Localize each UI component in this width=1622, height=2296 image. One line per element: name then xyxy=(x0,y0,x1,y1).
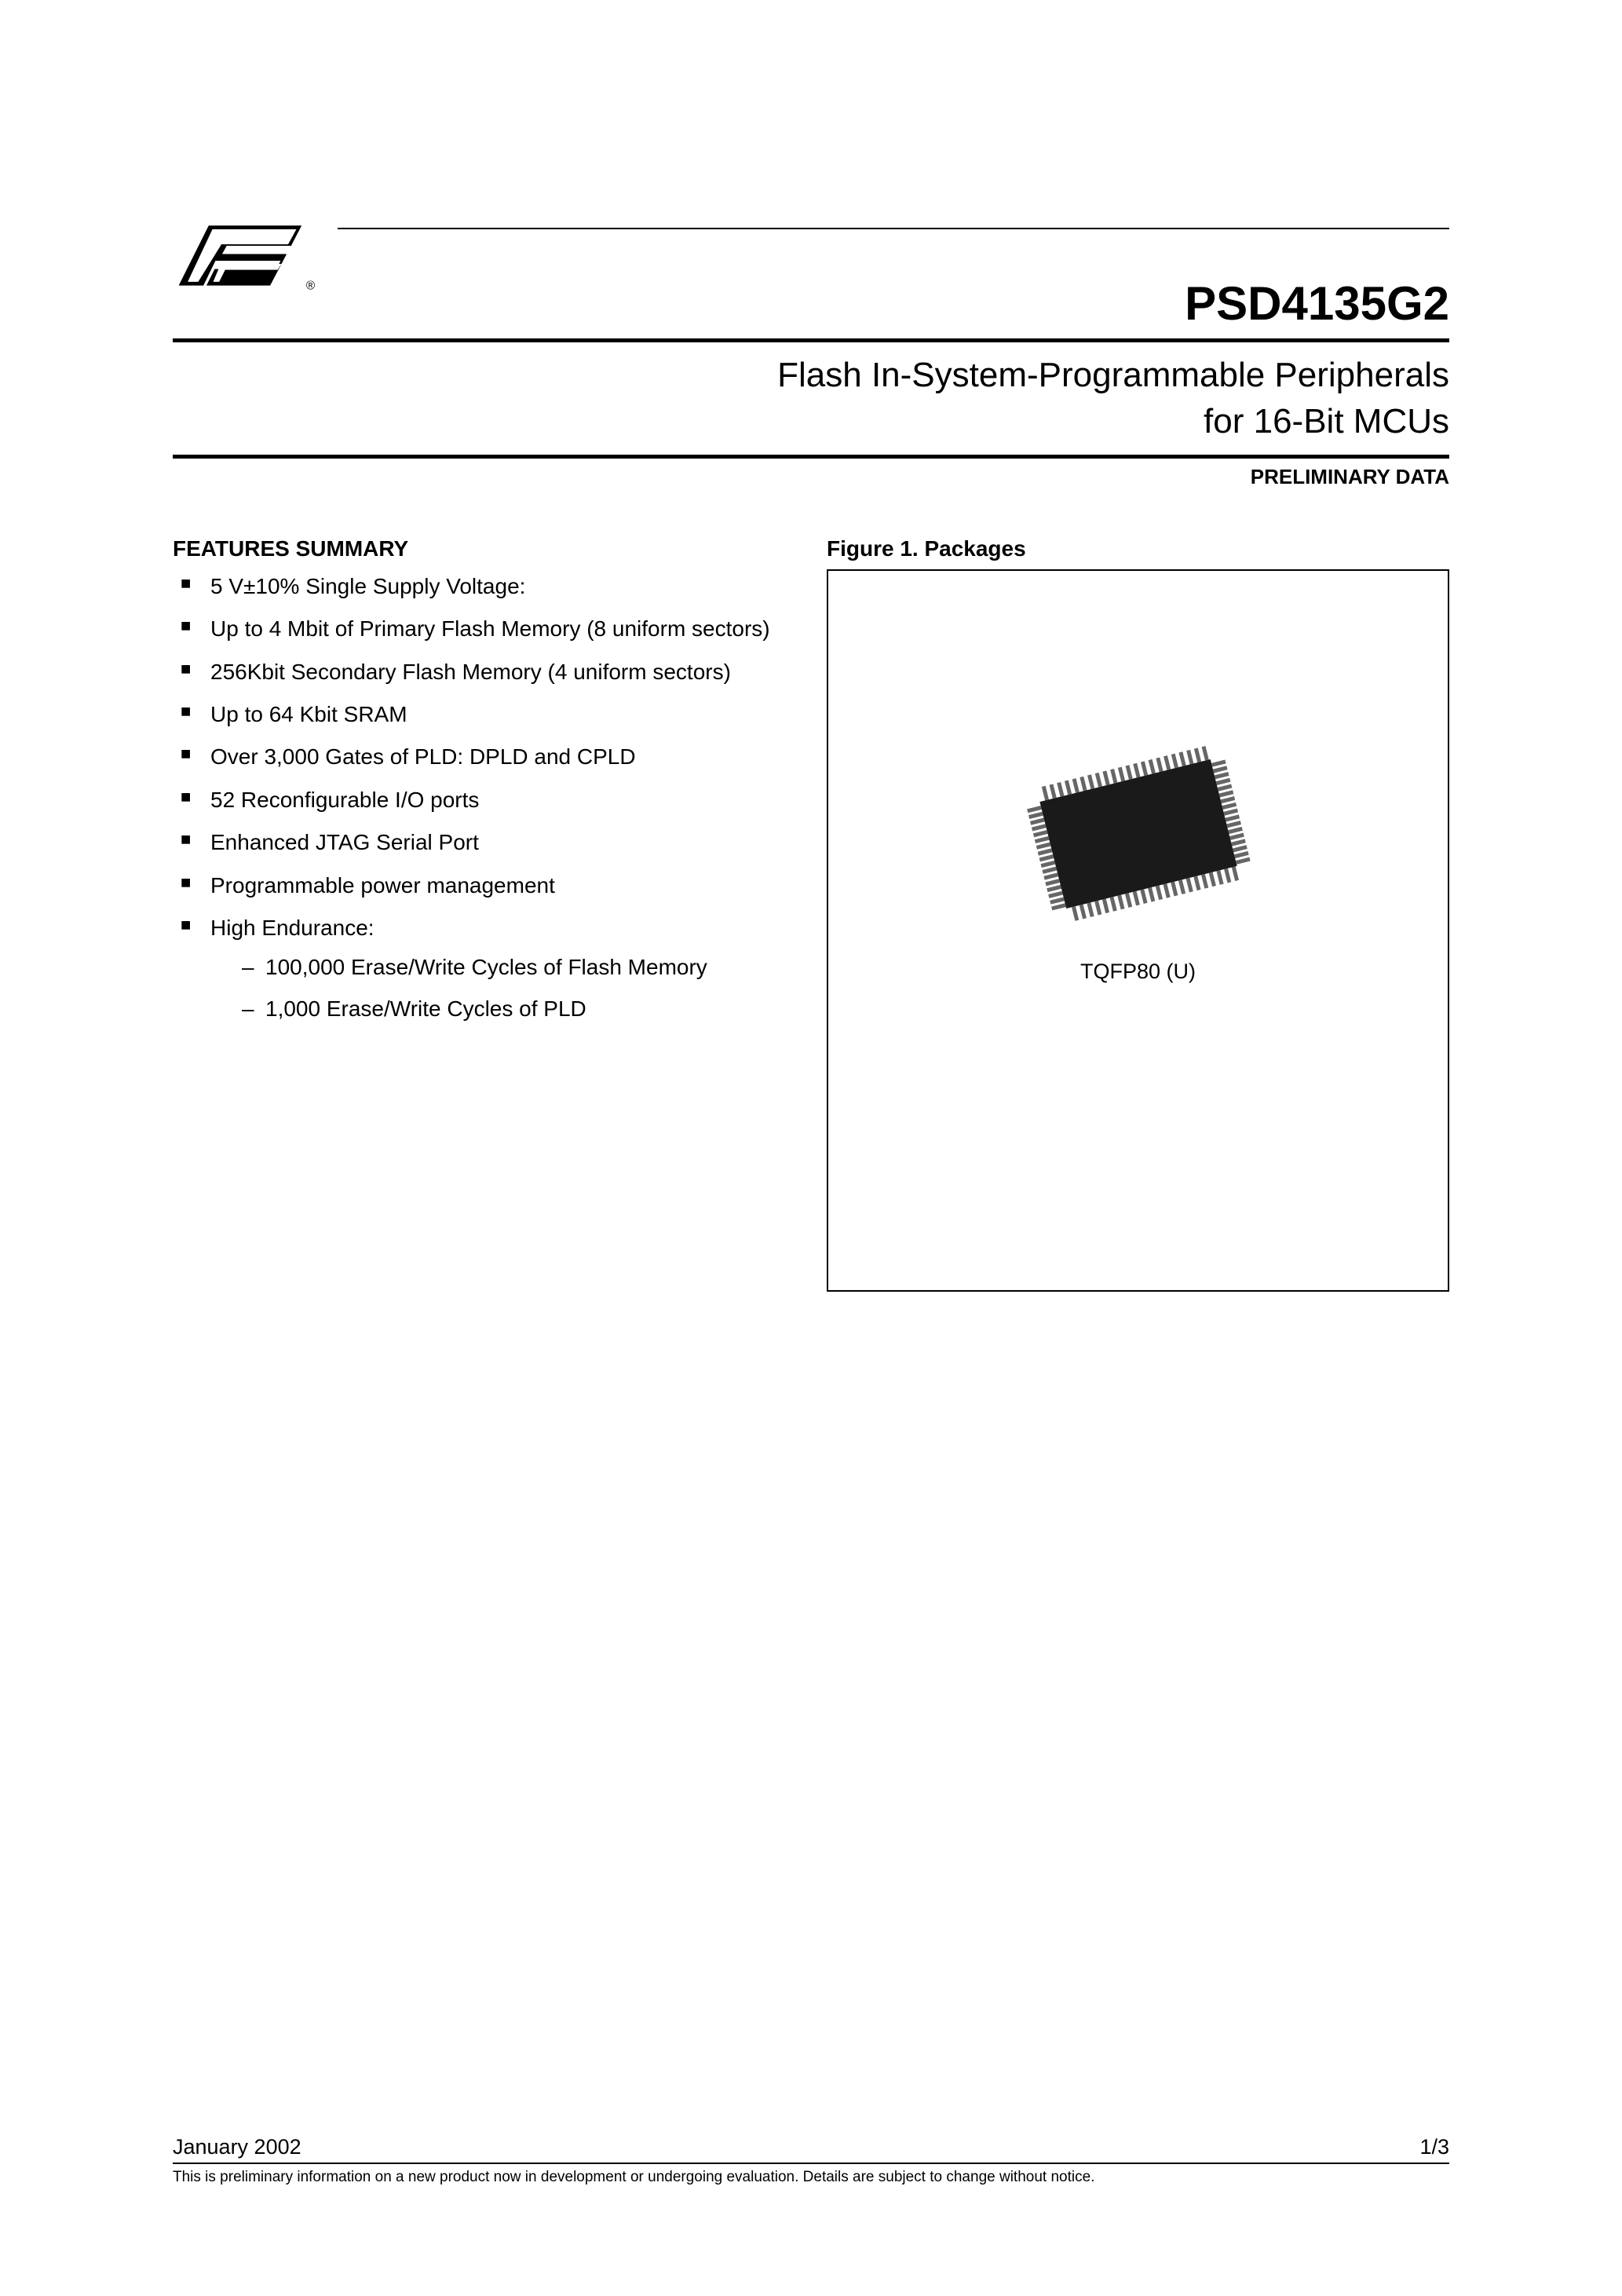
footer-top-row: January 2002 1/3 xyxy=(173,2135,1449,2164)
feature-item: 256Kbit Secondary Flash Memory (4 unifor… xyxy=(173,658,795,686)
feature-item: Over 3,000 Gates of PLD: DPLD and CPLD xyxy=(173,743,795,771)
svg-text:®: ® xyxy=(306,279,316,292)
figure-box: TQFP80 (U) xyxy=(827,569,1449,1292)
feature-item: Programmable power management xyxy=(173,872,795,900)
footer: January 2002 1/3 This is preliminary inf… xyxy=(173,2135,1449,2186)
figure-title: Figure 1. Packages xyxy=(827,536,1449,561)
chip-package-icon xyxy=(997,744,1280,932)
product-title: PSD4135G2 xyxy=(173,276,1449,331)
footer-date: January 2002 xyxy=(173,2135,301,2159)
content-columns: FEATURES SUMMARY 5 V±10% Single Supply V… xyxy=(173,536,1449,1292)
footer-page: 1/3 xyxy=(1419,2135,1449,2159)
right-column: Figure 1. Packages xyxy=(827,536,1449,1292)
feature-item: 5 V±10% Single Supply Voltage: xyxy=(173,572,795,601)
subtitle: Flash In-System-Programmable Peripherals… xyxy=(173,352,1449,445)
feature-item: Up to 4 Mbit of Primary Flash Memory (8 … xyxy=(173,615,795,643)
subtitle-line1: Flash In-System-Programmable Peripherals xyxy=(777,356,1449,394)
left-column: FEATURES SUMMARY 5 V±10% Single Supply V… xyxy=(173,536,795,1292)
preliminary-data-label: PRELIMINARY DATA xyxy=(173,465,1449,489)
st-logo-icon: ® xyxy=(173,212,338,314)
features-heading: FEATURES SUMMARY xyxy=(173,536,795,561)
feature-item: 52 Reconfigurable I/O ports xyxy=(173,786,795,814)
feature-item: Up to 64 Kbit SRAM xyxy=(173,700,795,729)
title-rule-heavy xyxy=(173,338,1449,342)
feature-item: High Endurance: 100,000 Erase/Write Cycl… xyxy=(173,914,795,1023)
feature-item-text: High Endurance: xyxy=(210,916,374,940)
package-label: TQFP80 (U) xyxy=(1080,960,1196,984)
st-logo: ® xyxy=(173,212,338,318)
footer-note: This is preliminary information on a new… xyxy=(173,2169,1449,2186)
header: ® PSD4135G2 Flash In-System-Programmable… xyxy=(173,228,1449,489)
feature-item: Enhanced JTAG Serial Port xyxy=(173,828,795,857)
feature-sublist: 100,000 Erase/Write Cycles of Flash Memo… xyxy=(210,953,795,1023)
feature-subitem: 1,000 Erase/Write Cycles of PLD xyxy=(242,995,795,1023)
feature-subitem: 100,000 Erase/Write Cycles of Flash Memo… xyxy=(242,953,795,982)
title-rule-heavy-2 xyxy=(173,455,1449,459)
top-rule xyxy=(173,228,1449,229)
subtitle-line2: for 16-Bit MCUs xyxy=(1204,402,1449,441)
features-list: 5 V±10% Single Supply Voltage: Up to 4 M… xyxy=(173,572,795,1023)
